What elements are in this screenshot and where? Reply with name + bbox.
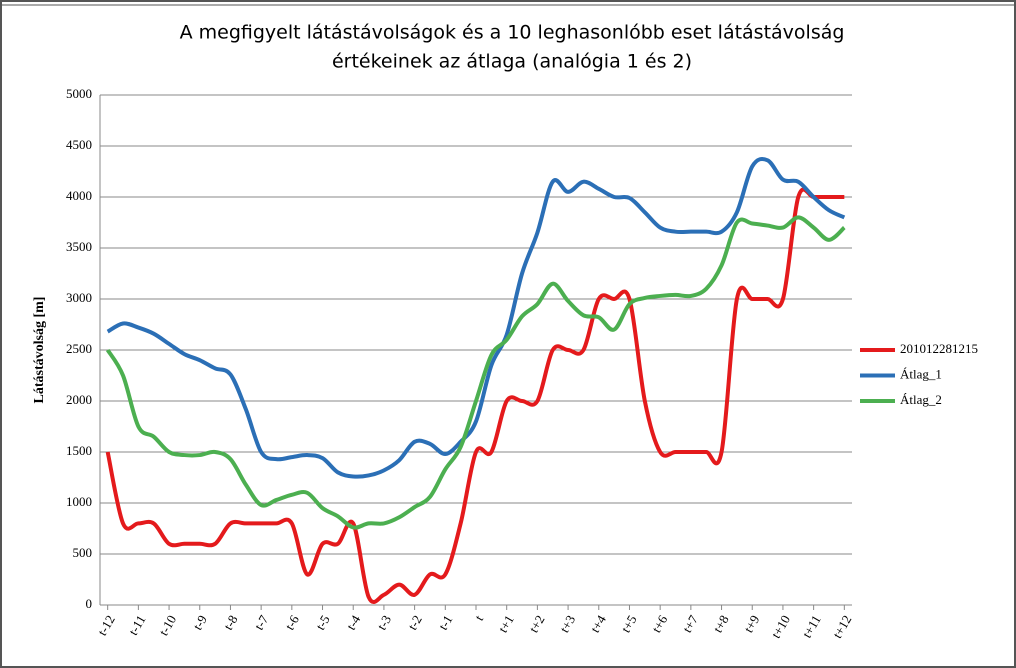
- y-tick-label: 500: [73, 545, 93, 560]
- y-tick-label: 4500: [66, 137, 92, 152]
- x-tick-label: t-1: [435, 612, 455, 632]
- y-tick-label: 2500: [66, 341, 92, 356]
- x-tick-label: t-7: [251, 612, 271, 632]
- y-axis-title: Látástávolság [m]: [32, 297, 47, 404]
- series-line: [105, 187, 845, 604]
- x-tick-label: t-2: [405, 612, 425, 632]
- y-tick-label: 2000: [66, 392, 92, 407]
- legend-label: Átlag_1: [900, 366, 942, 381]
- x-tick-label: t-5: [312, 612, 332, 632]
- y-tick-label: 1500: [66, 443, 92, 458]
- y-tick-label: 5000: [66, 86, 92, 101]
- chart-title: A megfigyelt látástávolságok és a 10 leg…: [180, 22, 845, 44]
- legend-label: Átlag_2: [900, 392, 942, 407]
- y-tick-label: 1000: [66, 494, 92, 509]
- y-tick-label: 0: [86, 596, 93, 611]
- x-tick-label: t: [471, 612, 486, 623]
- x-tick-label: t-9: [190, 612, 210, 632]
- y-tick-label: 4000: [66, 188, 92, 203]
- y-tick-label: 3500: [66, 239, 92, 254]
- chart-title: értékeinek az átlaga (analógia 1 és 2): [332, 51, 692, 73]
- series-line: [105, 215, 846, 530]
- y-tick-label: 3000: [66, 290, 92, 305]
- legend-label: 201012281215: [900, 341, 978, 356]
- series-line: [106, 156, 846, 479]
- x-tick-label: t-4: [343, 612, 363, 632]
- x-tick-label: t-8: [220, 612, 240, 632]
- x-tick-label: t-3: [374, 612, 394, 632]
- x-tick-label: t-6: [282, 612, 302, 632]
